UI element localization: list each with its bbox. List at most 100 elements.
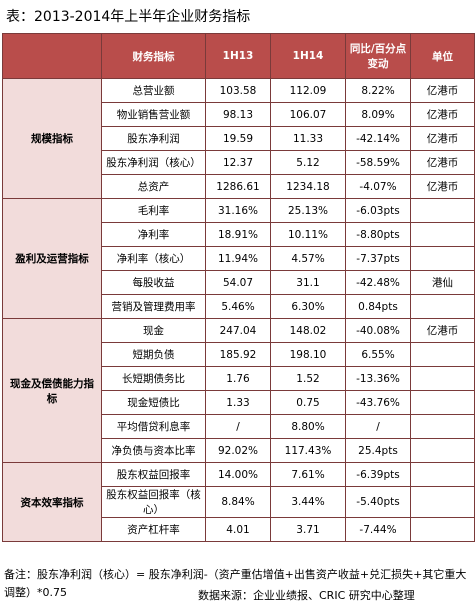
cell: 亿港币 (410, 78, 475, 103)
cell: 现金短债比 (101, 390, 206, 415)
cell: 1.52 (270, 366, 346, 391)
cell: 营销及管理费用率 (101, 294, 206, 319)
cell: 92.02% (205, 438, 271, 463)
cell: 现金 (101, 318, 206, 343)
cell (410, 366, 475, 391)
cell: 247.04 (205, 318, 271, 343)
cell: -6.39pts (345, 462, 411, 487)
cell: 4.01 (205, 517, 271, 542)
cell: 股东净利润 (101, 126, 206, 151)
cell: 12.37 (205, 150, 271, 175)
finance-table: 财务指标 1H13 1H14 同比/百分点变动 单位 规模指标 总营业额 103.58 112… (2, 33, 475, 542)
cell: 每股收益 (101, 270, 206, 295)
cell (410, 390, 475, 415)
cell: 14.00% (205, 462, 271, 487)
cell: 3.71 (270, 517, 346, 542)
cell: -43.76% (345, 390, 411, 415)
cell: 净利率（核心） (101, 246, 206, 271)
cell: 31.1 (270, 270, 346, 295)
cell: 10.11% (270, 222, 346, 247)
cell: 股东净利润（核心） (101, 150, 206, 175)
cell: 股东权益回报率 (101, 462, 206, 487)
row: 物业销售营业额 98.13 106.07 8.09% 亿港币 (3, 102, 475, 127)
cell: 11.94% (205, 246, 271, 271)
row: 股东净利润 19.59 11.33 -42.14% 亿港币 (3, 126, 475, 151)
cell (410, 246, 475, 271)
cell: -6.03pts (345, 198, 411, 223)
cell: 54.07 (205, 270, 271, 295)
header-row: 财务指标 1H13 1H14 同比/百分点变动 单位 (2, 33, 475, 79)
group-cell: 盈利及运营指标 (2, 198, 102, 319)
cell: 港仙 (410, 270, 475, 295)
cell: 7.61% (270, 462, 346, 487)
header-cell: 1H13 (205, 33, 271, 79)
row: 净负债与资本比率 92.02% 117.43% 25.4pts (3, 438, 475, 463)
cell: 25.4pts (345, 438, 411, 463)
cell: 4.57% (270, 246, 346, 271)
cell: 亿港币 (410, 318, 475, 343)
cell: 8.84% (205, 486, 271, 518)
cell: 5.12 (270, 150, 346, 175)
header-cell: 单位 (410, 33, 475, 79)
row: 总资产 1286.61 1234.18 -4.07% 亿港币 (3, 174, 475, 199)
cell: 11.33 (270, 126, 346, 151)
group-cell: 现金及偿债能力指标 (2, 318, 102, 463)
cell: -8.80pts (345, 222, 411, 247)
cell (410, 294, 475, 319)
cell: 总资产 (101, 174, 206, 199)
cell: 1234.18 (270, 174, 346, 199)
cell: -58.59% (345, 150, 411, 175)
note: 备注：股东净利润（核心）= 股东净利润-（资产重估增值+出售资产收益+兑汇损失+… (4, 568, 467, 599)
cell (410, 486, 475, 518)
header-cell: 财务指标 (101, 33, 206, 79)
row: 资本效率指标 股东权益回报率 14.00% 7.61% -6.39pts (2, 462, 475, 542)
cell (410, 222, 475, 247)
cell: -5.40pts (345, 486, 411, 518)
cell: -7.44% (345, 517, 411, 542)
cell: 18.91% (205, 222, 271, 247)
row: 盈利及运营指标 毛利率 31.16% 25.13% -6.03pts (2, 198, 475, 319)
row: 短期负债 185.92 198.10 6.55% (3, 342, 475, 367)
cell: 8.80% (270, 414, 346, 439)
cell: 198.10 (270, 342, 346, 367)
cell: 6.55% (345, 342, 411, 367)
cell: -42.48% (345, 270, 411, 295)
row: 股东净利润（核心） 12.37 5.12 -58.59% 亿港币 (3, 150, 475, 175)
cell: 185.92 (205, 342, 271, 367)
group-cell: 资本效率指标 (2, 462, 102, 542)
cell: 31.16% (205, 198, 271, 223)
cell: -4.07% (345, 174, 411, 199)
cell (410, 438, 475, 463)
cell (410, 414, 475, 439)
cell: -7.37pts (345, 246, 411, 271)
cell: 103.58 (205, 78, 271, 103)
cell: 117.43% (270, 438, 346, 463)
cell (410, 198, 475, 223)
cell: 物业销售营业额 (101, 102, 206, 127)
row: 净利率 18.91% 10.11% -8.80pts (3, 222, 475, 247)
cell: 净负债与资本比率 (101, 438, 206, 463)
cell: 短期负债 (101, 342, 206, 367)
row: 股东权益回报率（核心） 8.84% 3.44% -5.40pts (3, 486, 475, 518)
cell: -40.08% (345, 318, 411, 343)
group-cell: 规模指标 (2, 78, 102, 199)
cell: 148.02 (270, 318, 346, 343)
cell: 3.44% (270, 486, 346, 518)
cell: -42.14% (345, 126, 411, 151)
cell: 8.09% (345, 102, 411, 127)
cell: / (205, 414, 271, 439)
row: 长短期债务比 1.76 1.52 -13.36% (3, 366, 475, 391)
row: 资产杠杆率 4.01 3.71 -7.44% (3, 517, 475, 542)
cell: 106.07 (270, 102, 346, 127)
header-cell: 同比/百分点变动 (345, 33, 411, 79)
cell: 亿港币 (410, 126, 475, 151)
cell: 亿港币 (410, 174, 475, 199)
cell: 5.46% (205, 294, 271, 319)
row: 平均借贷利息率/8.80% / (3, 414, 475, 439)
row: 规模指标 总营业额 103.58 112.09 8.22% 亿港币 (2, 78, 475, 199)
cell: 股东权益回报率（核心） (101, 486, 206, 518)
cell: 长短期债务比 (101, 366, 206, 391)
cell (410, 517, 475, 542)
cell: 亿港币 (410, 102, 475, 127)
cell: 112.09 (270, 78, 346, 103)
